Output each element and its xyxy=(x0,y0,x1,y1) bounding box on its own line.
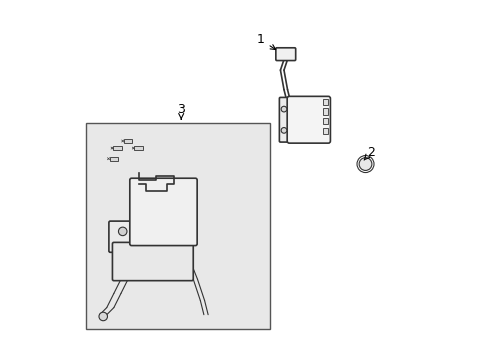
Circle shape xyxy=(359,158,372,170)
FancyBboxPatch shape xyxy=(112,242,193,281)
Bar xyxy=(110,157,118,161)
Bar xyxy=(85,123,270,329)
Bar xyxy=(323,118,328,124)
FancyBboxPatch shape xyxy=(109,221,137,252)
FancyBboxPatch shape xyxy=(276,48,295,60)
Circle shape xyxy=(99,312,107,321)
FancyBboxPatch shape xyxy=(287,96,330,143)
Text: 1: 1 xyxy=(257,33,276,50)
Circle shape xyxy=(281,106,287,112)
Text: 2: 2 xyxy=(364,146,375,160)
FancyBboxPatch shape xyxy=(130,178,197,246)
Circle shape xyxy=(119,227,127,236)
Bar xyxy=(134,146,143,150)
Circle shape xyxy=(281,127,287,133)
Bar xyxy=(323,99,328,105)
Bar xyxy=(124,139,132,143)
FancyBboxPatch shape xyxy=(279,98,292,142)
Bar xyxy=(323,108,328,115)
Text: 3: 3 xyxy=(177,103,185,119)
Bar xyxy=(113,146,122,150)
Bar xyxy=(323,127,328,134)
